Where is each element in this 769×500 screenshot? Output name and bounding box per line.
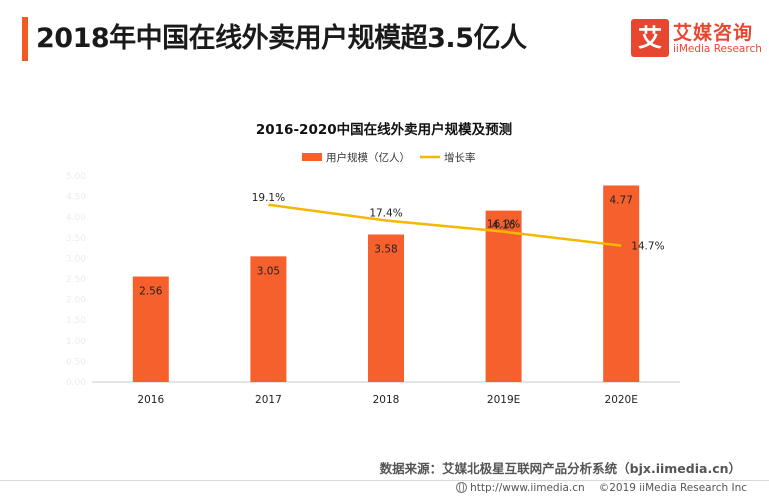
brand-logo[interactable]: 艾 艾媒咨询 iiMedia Research: [631, 17, 762, 61]
footer-copyright: ©2019 iiMedia Research Inc: [598, 482, 747, 494]
line-value-label: 17.4%: [369, 208, 402, 220]
bar: [485, 210, 522, 382]
bar-value-label: 3.58: [374, 244, 397, 256]
line-value-label: 14.7%: [631, 241, 664, 253]
logo-mark-icon: 艾: [631, 19, 669, 57]
logo-text-cn: 艾媒咨询: [673, 22, 754, 44]
globe-icon: [456, 482, 468, 493]
logo-text-en: iiMedia Research: [673, 43, 762, 55]
bar-value-label: 4.77: [610, 194, 633, 206]
chart-title: 2016-2020中国在线外卖用户规模及预测: [256, 121, 512, 138]
x-tick-label: 2020E: [605, 394, 638, 406]
logo-mark-char: 艾: [638, 24, 662, 52]
x-tick-label: 2019E: [487, 394, 520, 406]
bar-value-label: 3.05: [257, 265, 280, 277]
footer-url: http://www.iimedia.cn: [470, 482, 585, 494]
growth-rate-line: [268, 203, 622, 247]
y-tick-label: 4.00: [66, 213, 86, 223]
data-source-note: 数据来源：艾媒北极星互联网产品分析系统（bjx.iimedia.cn）: [379, 461, 741, 476]
y-tick-label: 0.50: [66, 357, 86, 367]
footer-divider: [0, 480, 769, 481]
line-value-label: 16.2%: [487, 219, 520, 231]
y-tick-label: 5.00: [66, 172, 86, 182]
y-tick-label: 3.00: [66, 254, 86, 264]
y-tick-label: 0.00: [66, 378, 86, 388]
bar-value-label: 4.16: [492, 220, 516, 232]
title-accent-bar: [22, 17, 28, 61]
legend-label-line: 增长率: [444, 151, 476, 164]
y-tick-label: 1.00: [66, 337, 86, 347]
y-tick-label: 2.50: [66, 275, 86, 285]
legend-label-bar: 用户规模（亿人）: [326, 151, 410, 164]
y-tick-label: 4.50: [66, 193, 86, 203]
y-tick-label: 1.50: [66, 316, 86, 326]
footer: http://www.iimedia.cn ©2019 iiMedia Rese…: [456, 482, 747, 494]
x-tick-label: 2016: [137, 394, 164, 406]
page-title: 2018年中国在线外卖用户规模超3.5亿人: [36, 23, 527, 54]
bar: [132, 276, 169, 382]
bar: [603, 185, 640, 382]
legend-swatch-bar: [302, 153, 322, 161]
footer-link[interactable]: http://www.iimedia.cn: [456, 482, 585, 494]
bar: [368, 234, 404, 382]
bar-value-label: 2.56: [139, 286, 163, 298]
bar: [250, 256, 287, 382]
x-tick-label: 2017: [255, 394, 282, 406]
y-tick-label: 3.50: [66, 234, 86, 244]
line-value-label: 19.1%: [252, 192, 285, 204]
x-tick-label: 2018: [373, 394, 400, 406]
y-tick-label: 2.00: [66, 296, 86, 306]
